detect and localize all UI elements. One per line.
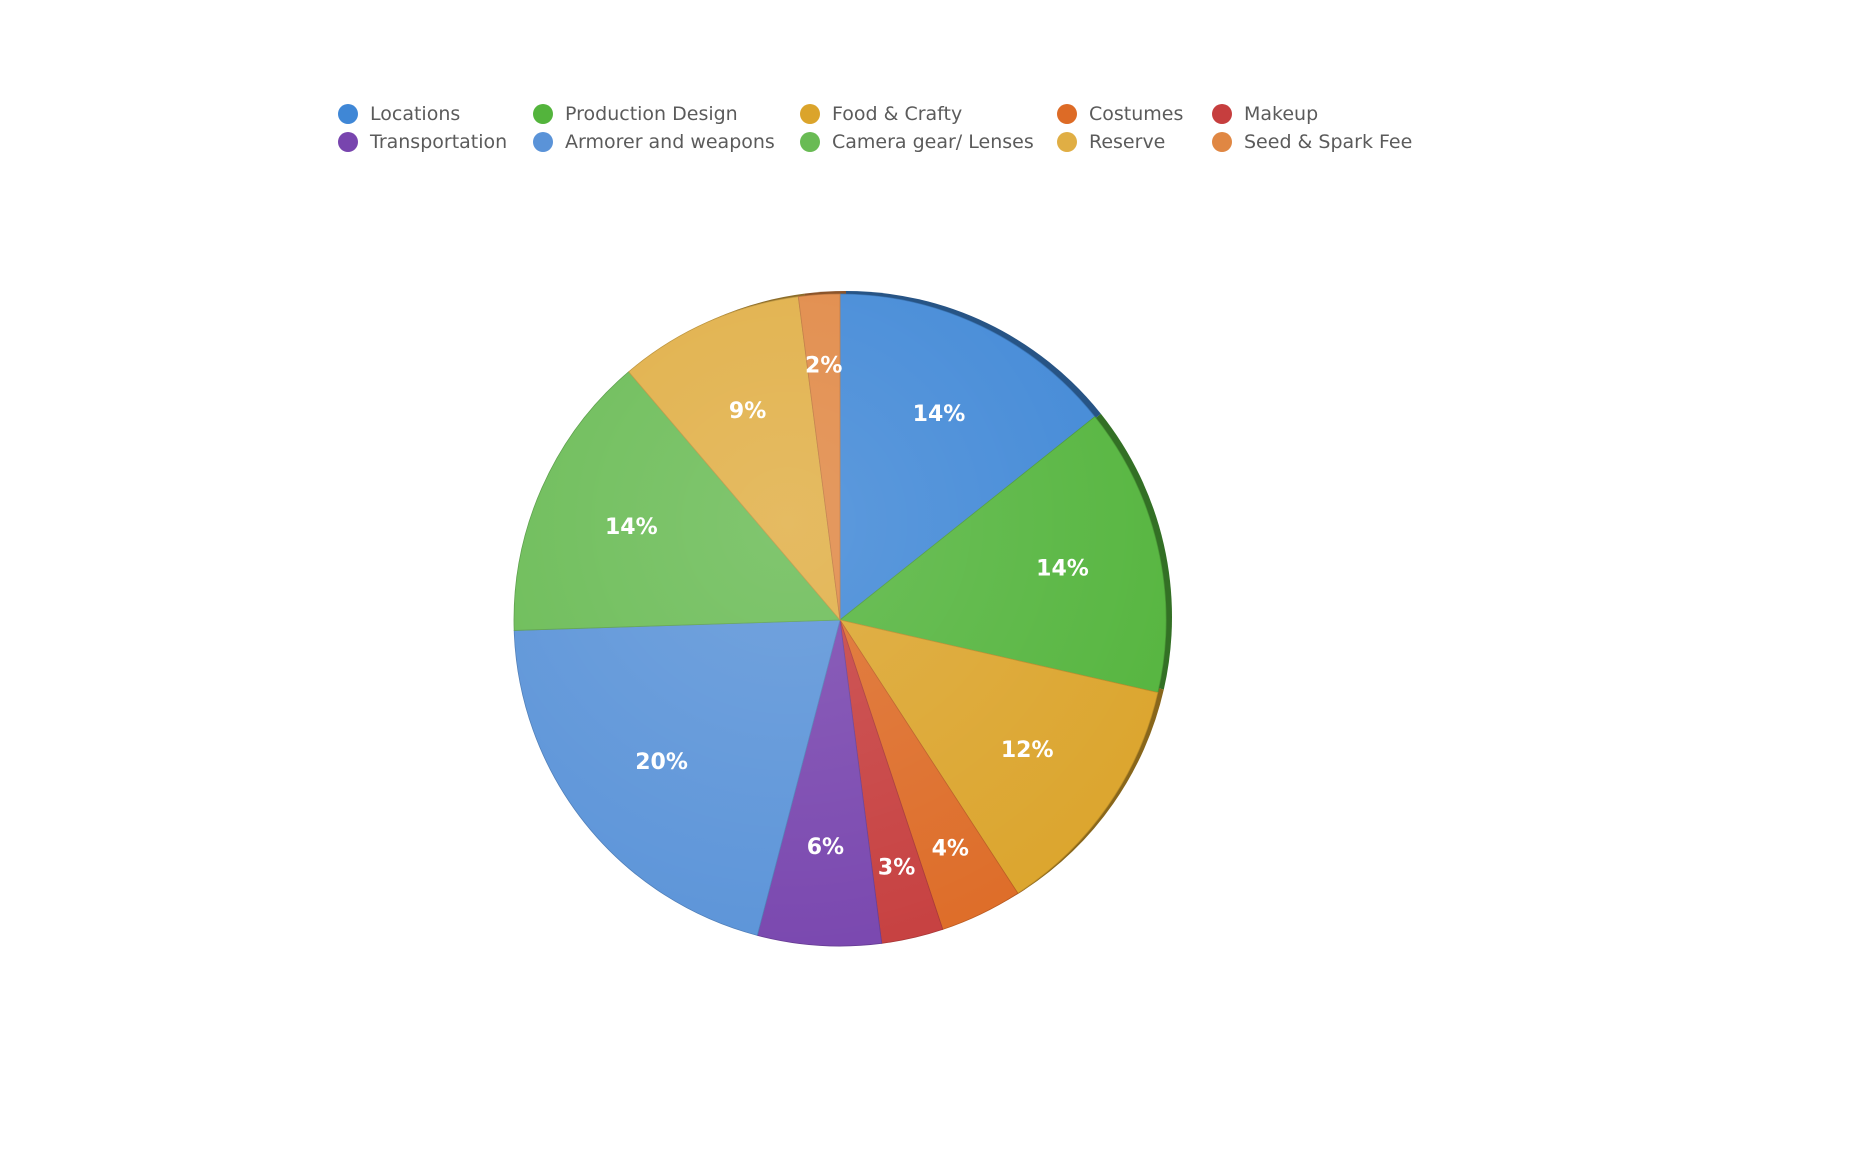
legend-swatch (800, 132, 820, 152)
slice-label-camera-gear-lenses: 14% (605, 515, 658, 540)
legend-label: Locations (370, 103, 460, 125)
legend-label: Costumes (1089, 103, 1183, 125)
legend-swatch (800, 104, 820, 124)
legend-swatch (338, 132, 358, 152)
slice-label-armorer-and-weapons: 20% (635, 750, 688, 775)
legend-swatch (533, 104, 553, 124)
legend-label: Transportation (369, 131, 507, 153)
legend-item-camera-gear-lenses[interactable]: Camera gear/ Lenses (800, 131, 1034, 153)
legend-swatch (1057, 104, 1077, 124)
legend-item-seed-spark-fee[interactable]: Seed & Spark Fee (1212, 131, 1412, 153)
legend-label: Production Design (565, 103, 738, 125)
legend-item-costumes[interactable]: Costumes (1057, 103, 1183, 125)
legend-item-food-crafty[interactable]: Food & Crafty (800, 103, 962, 125)
legend-swatch (1212, 132, 1232, 152)
legend-swatch (1057, 132, 1077, 152)
legend-item-transportation[interactable]: Transportation (338, 131, 507, 153)
legend-label: Food & Crafty (832, 103, 962, 125)
slice-label-transportation: 6% (807, 835, 844, 860)
pie-labels: 14% 14% 12% 4% 3% 6% 20% 14% 9% 2% (605, 354, 1089, 881)
slice-label-costumes: 4% (932, 837, 969, 862)
legend-swatch (1212, 104, 1232, 124)
slice-label-locations: 14% (913, 402, 966, 427)
legend-label: Camera gear/ Lenses (832, 131, 1034, 153)
slice-label-food-crafty: 12% (1001, 738, 1054, 763)
legend-item-armorer-and-weapons[interactable]: Armorer and weapons (533, 131, 775, 153)
slice-label-production-design: 14% (1036, 557, 1089, 582)
legend-label: Makeup (1244, 103, 1318, 125)
legend-swatch (338, 104, 358, 124)
slice-label-makeup: 3% (878, 855, 915, 880)
legend-item-locations[interactable]: Locations (338, 103, 460, 125)
legend-label: Seed & Spark Fee (1244, 131, 1412, 153)
slice-label-seed-spark-fee: 2% (805, 354, 842, 379)
legend-item-reserve[interactable]: Reserve (1057, 131, 1165, 153)
legend-item-makeup[interactable]: Makeup (1212, 103, 1318, 125)
legend-swatch (533, 132, 553, 152)
legend-label: Armorer and weapons (565, 131, 775, 153)
legend-item-production-design[interactable]: Production Design (533, 103, 738, 125)
legend: Locations Production Design Food & Crafty C… (338, 103, 1412, 153)
legend-label: Reserve (1089, 131, 1165, 153)
slice-label-reserve: 9% (729, 399, 766, 424)
